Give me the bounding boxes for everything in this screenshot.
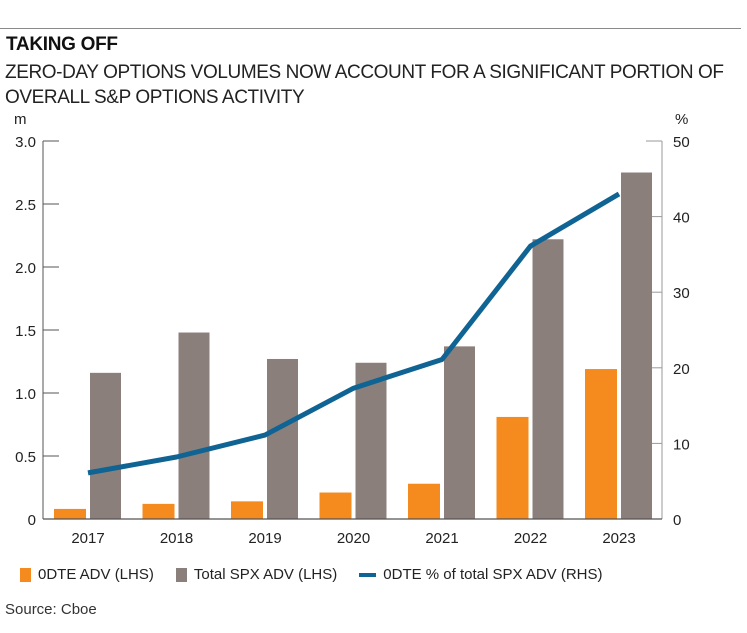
right-tick-label: 50: [673, 134, 690, 151]
x-tick-label: 2019: [248, 530, 281, 547]
legend: 0DTE ADV (LHS) Total SPX ADV (LHS) 0DTE …: [20, 566, 625, 583]
left-tick-label: 0: [28, 512, 36, 529]
legend-swatch-gray: [175, 567, 187, 582]
chart-plot: 0 0.5 1.0 1.5 2.0 2.5 3.0 0 10 20 30 40 50 2017 2018 20…: [15, 134, 690, 547]
bar-0dte-adv: [319, 492, 352, 519]
right-tick-label: 0: [673, 512, 681, 529]
top-rule: [0, 28, 741, 29]
right-axis-unit: %: [675, 111, 689, 128]
left-tick-label: 3.0: [15, 134, 36, 151]
bar-0dte-adv: [496, 416, 529, 519]
left-axis-unit: m: [14, 111, 27, 128]
right-tick-label: 20: [673, 361, 690, 378]
bar-0dte-adv: [231, 501, 263, 519]
legend-swatch-line: [359, 572, 377, 577]
legend-label: 0DTE ADV (LHS): [38, 566, 154, 583]
left-tick-label: 2.0: [15, 260, 36, 277]
left-tick-label: 0.5: [15, 449, 36, 466]
bar-total-spx-adv: [267, 358, 298, 519]
legend-item-0dte-pct: 0DTE % of total SPX ADV (RHS): [359, 566, 603, 583]
left-tick-label: 1.0: [15, 386, 36, 403]
legend-label: 0DTE % of total SPX ADV (RHS): [383, 566, 603, 583]
right-tick-label: 40: [673, 210, 690, 227]
bar-total-spx-adv: [444, 346, 475, 519]
right-tick-label: 10: [673, 436, 690, 453]
legend-swatch-orange: [20, 567, 31, 582]
bar-total-spx-adv: [355, 362, 387, 519]
bar-total-spx-adv: [178, 332, 210, 519]
legend-item-total-spx-adv: Total SPX ADV (LHS): [175, 566, 338, 583]
left-tick-label: 1.5: [15, 323, 36, 340]
bar-total-spx-adv: [532, 239, 564, 519]
left-tick-label: 2.5: [15, 197, 36, 214]
legend-item-0dte-adv: 0DTE ADV (LHS): [20, 566, 154, 583]
x-tick-label: 2017: [71, 530, 104, 547]
legend-label: Total SPX ADV (LHS): [193, 566, 338, 583]
bar-0dte-adv: [408, 483, 440, 519]
x-tick-label: 2021: [425, 530, 458, 547]
bar-0dte-adv: [142, 503, 175, 519]
bar-0dte-adv: [585, 369, 617, 519]
bar-0dte-adv: [54, 508, 86, 519]
right-tick-label: 30: [673, 285, 690, 302]
x-tick-label: 2020: [337, 530, 370, 547]
bar-total-spx-adv: [621, 172, 652, 519]
x-tick-label: 2023: [602, 530, 635, 547]
x-tick-label: 2018: [160, 530, 193, 547]
chart-subtitle: ZERO-DAY OPTIONS VOLUMES NOW ACCOUNT FOR…: [5, 62, 724, 108]
x-tick-label: 2022: [514, 530, 547, 547]
source-note: Source: Cboe: [5, 601, 97, 618]
bar-total-spx-adv: [90, 372, 121, 519]
chart-title: TAKING OFF: [6, 34, 118, 55]
